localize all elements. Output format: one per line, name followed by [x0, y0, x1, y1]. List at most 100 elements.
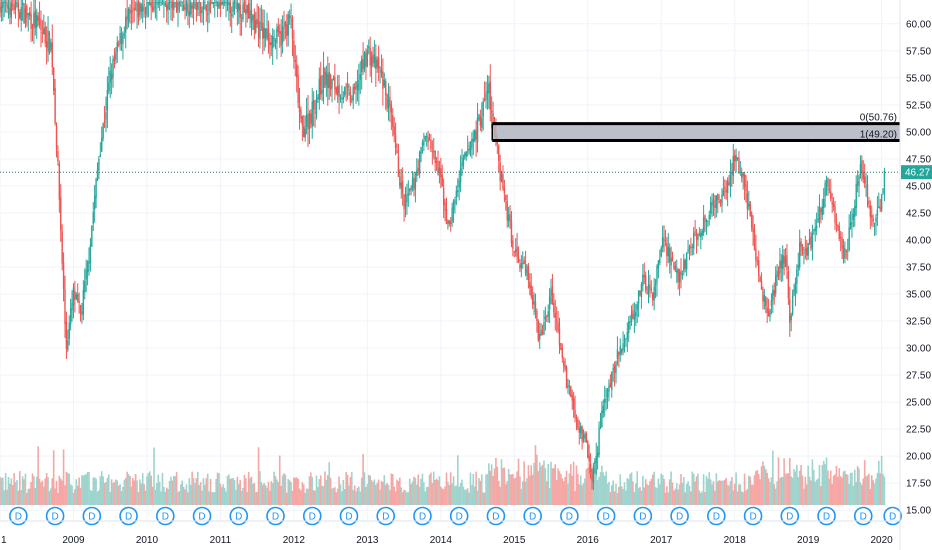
fib-retracement-zone[interactable]: 0(50.76) 1(49.20) [491, 113, 900, 143]
dividend-marker[interactable] [560, 506, 579, 526]
candle-body [599, 425, 602, 426]
candle-body [390, 104, 393, 113]
volume-bar [257, 447, 260, 505]
candle-body [632, 310, 634, 319]
volume-bar [107, 474, 110, 505]
candle-body [414, 178, 417, 190]
dividend-marker-label: D [823, 512, 830, 523]
dividend-marker[interactable] [707, 506, 726, 526]
dividend-marker[interactable] [266, 506, 285, 526]
volume-bar [567, 483, 569, 505]
dividend-marker[interactable] [596, 506, 616, 526]
volume-bar [158, 481, 161, 505]
dividend-marker[interactable] [339, 506, 359, 526]
candle-body [623, 339, 626, 342]
volume-bar [427, 486, 429, 505]
candle-body [677, 269, 679, 282]
candle-body [233, 2, 236, 3]
candle-body [483, 99, 486, 101]
volume-bar [738, 484, 740, 505]
candle-body [664, 239, 667, 241]
volume-bar [560, 473, 562, 505]
dividend-marker[interactable] [853, 506, 873, 526]
volume-bar [103, 482, 106, 505]
candle-body [96, 169, 99, 180]
volume-bar [670, 471, 672, 505]
volume-bar [89, 489, 92, 505]
dividend-marker[interactable] [229, 506, 249, 526]
dividend-marker[interactable] [883, 506, 902, 526]
dividend-marker-label: D [456, 512, 463, 523]
dividend-marker[interactable] [449, 506, 469, 526]
dividend-marker[interactable] [780, 506, 800, 526]
candle-body [67, 340, 69, 351]
y-tick-label: 17.50 [906, 479, 931, 490]
volume-bar [736, 491, 739, 505]
volume-bar [448, 484, 451, 505]
dividend-marker[interactable] [45, 506, 65, 526]
volume-bar [516, 471, 518, 505]
dividend-marker[interactable] [156, 506, 175, 526]
dividend-marker[interactable] [82, 506, 102, 526]
dividend-marker[interactable] [413, 506, 432, 526]
dividend-marker[interactable] [817, 506, 836, 526]
volume-bar [610, 485, 613, 505]
dividend-marker[interactable] [743, 506, 763, 526]
volume-bar [512, 474, 514, 505]
volume-bar [586, 467, 589, 505]
volume-bar [147, 472, 150, 505]
dividend-marker[interactable] [523, 506, 542, 526]
candle-body [379, 70, 381, 72]
candle-body [69, 308, 72, 325]
volume-bar [626, 477, 629, 505]
candle-body [158, 2, 161, 3]
volume-bar [141, 473, 144, 505]
volume-bar [524, 481, 527, 505]
volume-bar [47, 477, 49, 505]
volume-bar [810, 480, 812, 505]
candle-body [117, 44, 120, 46]
volume-bar [397, 480, 400, 505]
volume-bar [822, 460, 825, 505]
last-price-badge [901, 165, 932, 180]
volume-bar [386, 483, 388, 505]
dividend-marker[interactable] [192, 506, 212, 526]
dividend-marker[interactable] [633, 506, 653, 526]
x-tick-label: 2019 [797, 535, 820, 546]
dividend-marker[interactable] [486, 506, 506, 526]
volume-bar [293, 477, 295, 505]
candle-body [743, 174, 746, 187]
candle-body [691, 247, 694, 248]
candle-body [841, 237, 843, 249]
dividend-marker[interactable] [302, 506, 322, 526]
candle-body [0, 6, 3, 12]
volume-bar [851, 472, 853, 505]
candle-body [235, 2, 237, 3]
volume-bar [54, 488, 56, 505]
volume-bar [222, 484, 225, 505]
dividend-marker[interactable] [376, 506, 396, 526]
candle-body [400, 182, 402, 189]
dividend-marker[interactable] [9, 506, 28, 526]
volume-bar [79, 488, 82, 505]
y-tick-label: 20.00 [906, 452, 931, 463]
volume-bar [680, 474, 682, 505]
volume-bar [766, 472, 768, 505]
volume-bar [264, 485, 267, 505]
volume-bar [96, 491, 99, 505]
candle-body [509, 214, 511, 222]
volume-bar [406, 492, 408, 505]
volume-bar [170, 476, 172, 505]
candle-body [821, 206, 823, 215]
volume-bar [181, 480, 184, 505]
volume-bar [492, 475, 494, 505]
volume-bar [281, 475, 284, 505]
dividend-marker[interactable] [670, 506, 689, 526]
candle-body [544, 316, 547, 320]
candle-body [245, 9, 247, 15]
dividend-marker[interactable] [119, 506, 138, 526]
candle-body [595, 455, 597, 463]
candle-body [26, 5, 28, 18]
